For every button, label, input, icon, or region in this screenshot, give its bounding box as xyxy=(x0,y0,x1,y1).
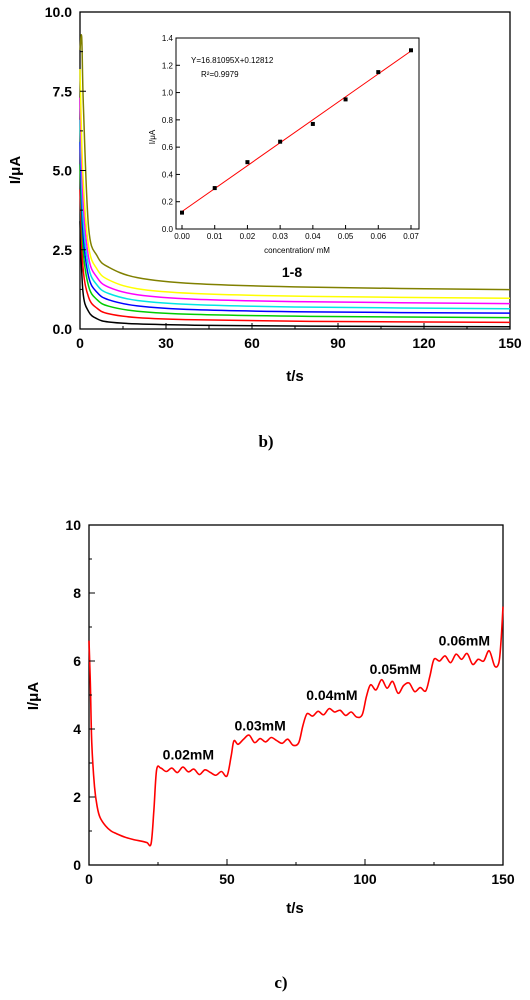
chart-b-series-3 xyxy=(79,164,511,319)
chart-c-xtick-label: 0 xyxy=(85,871,93,887)
inset-points xyxy=(180,48,413,215)
chart-b-ticks: 0 30 60 90 120 150 0.0 2.5 5.0 7.5 10.0 xyxy=(45,4,522,351)
inset-ytick-label: 0.8 xyxy=(162,116,174,125)
inset-xtick-label: 0.01 xyxy=(207,232,223,241)
inset-xtick-label: 0.02 xyxy=(240,232,256,241)
chart-b-xtick-label: 0 xyxy=(76,335,84,351)
chart-b-current-decay: 0 30 60 90 120 150 0.0 2.5 5.0 7.5 10.0 t/s I/μA 1… xyxy=(7,4,522,385)
chart-b-series-7 xyxy=(79,69,511,299)
chart-b-ytick-label: 2.5 xyxy=(53,242,73,258)
inset-ytick-label: 0.0 xyxy=(162,225,174,234)
chart-c-step-label: 0.03mM xyxy=(234,718,285,734)
chart-b-ylabel: I/μA xyxy=(7,156,24,185)
inset-xtick-label: 0.04 xyxy=(305,232,321,241)
chart-c-amperometric-steps: 0 50 100 150 0 2 4 6 8 10 0.02mM 0.03mM 0.04mM 0.05m… xyxy=(25,517,515,917)
inset-data-point xyxy=(409,48,413,53)
chart-b-xtick-label: 60 xyxy=(244,335,260,351)
inset-ytick-label: 1.2 xyxy=(162,61,174,70)
inset-ytick-label: 0.4 xyxy=(162,170,174,179)
chart-b-xtick-label: 30 xyxy=(158,335,174,351)
inset-ticks: 0.00 0.01 0.02 0.03 0.04 0.05 0.06 0.07 0.0 0.2 0.… xyxy=(162,34,419,241)
inset-ytick-label: 1.4 xyxy=(162,34,174,43)
inset-xtick-label: 0.03 xyxy=(272,232,288,241)
chart-b-series-6 xyxy=(79,97,511,305)
chart-b-xtick-label: 150 xyxy=(498,335,522,351)
inset-ytick-label: 0.2 xyxy=(162,198,174,207)
chart-b-series-group xyxy=(79,34,511,328)
chart-b-annotation: 1-8 xyxy=(282,264,302,280)
inset-xtick-label: 0.06 xyxy=(370,232,386,241)
inset-frame xyxy=(175,37,420,230)
chart-b-ytick-label: 7.5 xyxy=(53,83,73,99)
chart-b-ytick-label: 5.0 xyxy=(53,163,73,179)
chart-c-series-group xyxy=(88,606,504,847)
chart-b-xtick-label: 90 xyxy=(330,335,346,351)
inset-data-point xyxy=(245,160,250,165)
inset-fit-line xyxy=(181,50,412,212)
chart-c-ytick-label: 4 xyxy=(73,721,81,737)
inset-ylabel: I/μA xyxy=(148,129,157,144)
chart-c-ticks: 0 50 100 150 0 2 4 6 8 10 xyxy=(65,517,514,887)
inset-xlabel: concentration/ mM xyxy=(264,246,330,255)
chart-b-series-2 xyxy=(79,189,511,324)
inset-xtick-label: 0.07 xyxy=(403,232,419,241)
chart-c-series-1 xyxy=(88,606,504,847)
chart-b-xlabel: t/s xyxy=(286,368,304,385)
inset-equation: Y=16.81095X+0.12812 xyxy=(191,56,274,65)
inset-data-point xyxy=(310,121,315,126)
chart-b-inset-calibration: 0.00 0.01 0.02 0.03 0.04 0.05 0.06 0.07 0.0 0.2 0.… xyxy=(148,34,420,255)
chart-b-ytick-label: 10.0 xyxy=(45,4,72,20)
chart-c-step-label: 0.04mM xyxy=(306,687,357,703)
chart-c-annotations: 0.02mM 0.03mM 0.04mM 0.05mM 0.06mM xyxy=(163,633,490,763)
inset-data-point xyxy=(278,139,283,144)
chart-c-ytick-label: 8 xyxy=(73,585,81,601)
chart-b-xtick-label: 120 xyxy=(412,335,436,351)
inset-xtick-label: 0.05 xyxy=(338,232,354,241)
chart-c-ytick-label: 6 xyxy=(73,653,81,669)
chart-c-xlabel: t/s xyxy=(286,900,304,917)
panel-label-b: b) xyxy=(258,432,273,451)
chart-c-xtick-label: 100 xyxy=(353,871,377,887)
chart-b-series-1 xyxy=(79,221,511,328)
inset-ytick-label: 0.6 xyxy=(162,143,174,152)
chart-c-ytick-label: 10 xyxy=(65,517,81,533)
inset-r-squared: R²=0.9979 xyxy=(201,70,239,79)
chart-c-step-label: 0.02mM xyxy=(163,747,214,763)
inset-ytick-label: 1.0 xyxy=(162,89,174,98)
panel-label-c: c) xyxy=(274,973,287,992)
chart-b-series-5 xyxy=(79,119,511,310)
chart-c-step-label: 0.05mM xyxy=(370,661,421,677)
inset-data-point xyxy=(212,186,217,191)
chart-c-step-label: 0.06mM xyxy=(439,633,490,649)
chart-c-xtick-label: 50 xyxy=(219,871,235,887)
inset-data-point xyxy=(376,70,381,75)
chart-b-ytick-label: 0.0 xyxy=(53,321,73,337)
chart-b-series-4 xyxy=(79,141,511,314)
chart-c-ylabel: I/μA xyxy=(25,682,42,711)
chart-c-ytick-label: 2 xyxy=(73,789,81,805)
inset-xtick-label: 0.00 xyxy=(174,232,190,241)
chart-b-series-8 xyxy=(79,34,511,291)
chart-c-ytick-label: 0 xyxy=(73,857,81,873)
chart-c-xtick-label: 150 xyxy=(491,871,515,887)
inset-data-point xyxy=(343,97,348,102)
inset-data-point xyxy=(180,210,184,215)
chart-c-frame xyxy=(88,524,504,866)
